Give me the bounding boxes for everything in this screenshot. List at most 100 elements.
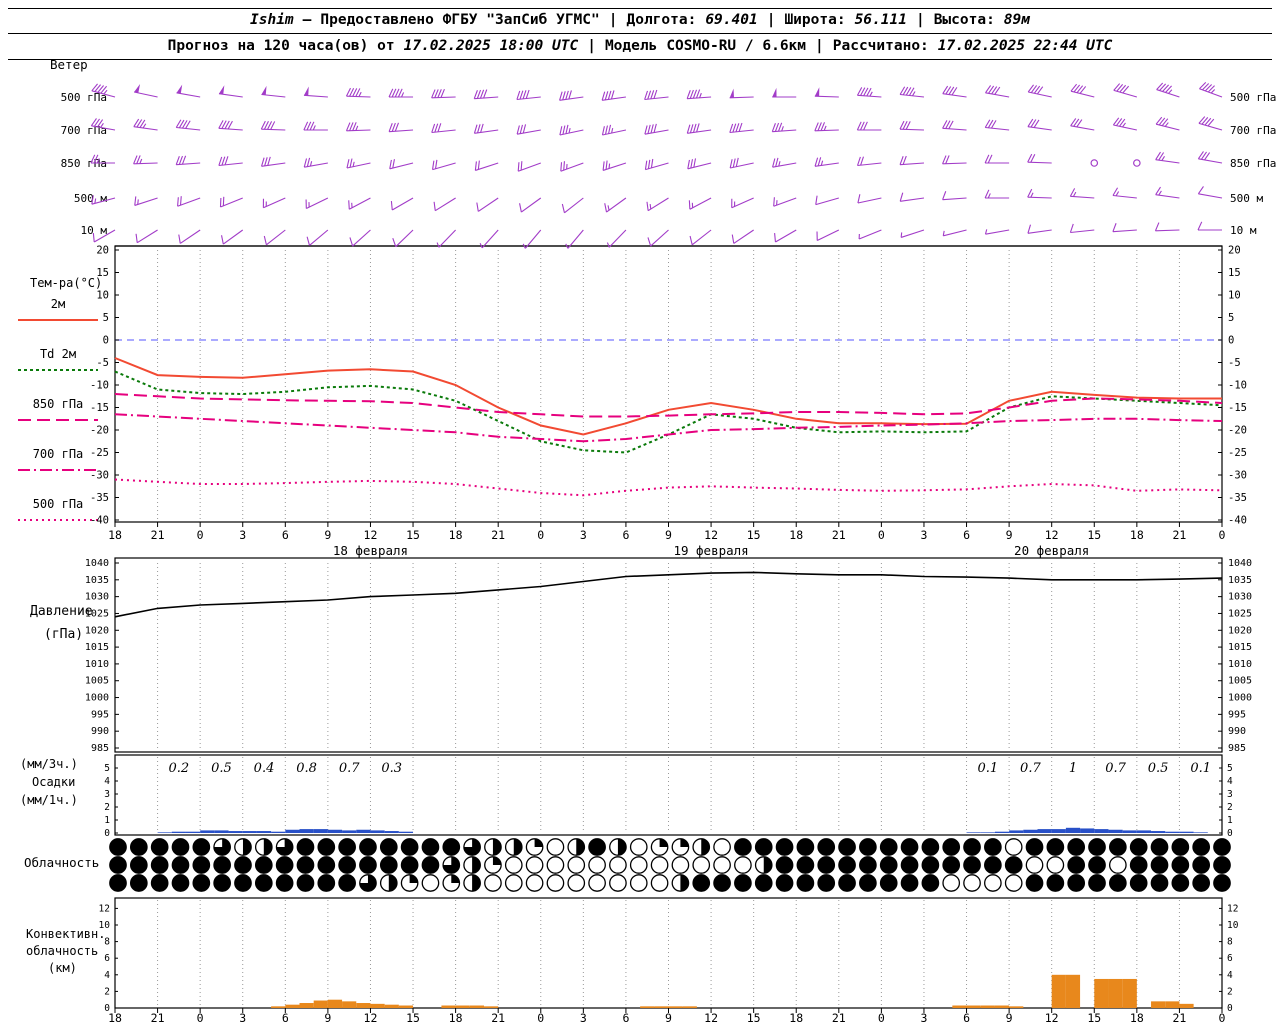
wind-level-label-left: 500 гПа: [61, 91, 107, 104]
divider-middle: [8, 33, 1272, 34]
wind-row-2: [90, 116, 1223, 136]
legend-line-sample: [18, 469, 98, 471]
tick-label: 1020: [1228, 625, 1252, 636]
tick-label: 4: [1227, 970, 1233, 981]
tick-label: -25: [1228, 447, 1247, 459]
tick-label: 8: [104, 937, 110, 948]
temp-series-850 гПа: [114, 393, 1223, 418]
precip-bar: [1122, 830, 1137, 833]
precip-bar: [1136, 830, 1152, 833]
convective-bar: [441, 1005, 456, 1008]
divider-bottom: [8, 59, 1272, 60]
bottom-hour-label: 6: [963, 1011, 970, 1024]
x-axis-hour-label: 21: [832, 528, 846, 542]
bottom-hour-label: 15: [747, 1011, 761, 1024]
tick-label: 0: [1227, 828, 1233, 839]
wind-level-label-left: 700 гПа: [61, 124, 107, 137]
tick-label: -15: [90, 402, 109, 414]
separator: |: [608, 12, 618, 28]
convective-panel-title1: Конвективн.: [26, 927, 106, 941]
convective-bar: [455, 1005, 470, 1008]
wind-row-1: [91, 81, 1223, 101]
tick-label: -10: [90, 380, 109, 392]
x-axis-hour-label: 6: [963, 528, 970, 542]
precip-amount-label: 1: [1069, 761, 1077, 776]
tick-label: 1040: [85, 558, 109, 569]
altitude-label: Высота:: [933, 12, 995, 28]
wind-level-label-right: 500 м: [1230, 192, 1263, 205]
precip-amount-label: 0.3: [381, 761, 402, 776]
x-axis-hour-label: 3: [239, 528, 246, 542]
tick-label: -30: [1228, 470, 1247, 482]
tick-label: 5: [1227, 763, 1233, 774]
tick-label: 995: [91, 709, 109, 720]
pressure-panel: 1040 1040 1035 1035 1030 1030 1025 1025 1020 1020…: [85, 558, 1252, 754]
convective-bar: [484, 1006, 499, 1008]
x-axis-hour-label: 18: [1130, 528, 1144, 542]
longitude-label: Долгота:: [626, 12, 697, 28]
x-axis-hour-label: 9: [324, 528, 331, 542]
convective-panel-title2: облачность: [26, 944, 99, 958]
convective-bar: [285, 1004, 300, 1008]
temp-series-2м: [114, 357, 1222, 436]
tick-label: 1030: [1228, 592, 1252, 603]
precip-bar: [242, 831, 257, 833]
precip-amount-label: 0.7: [339, 761, 360, 776]
convective-bar: [469, 1005, 484, 1008]
tick-label: 12: [1227, 903, 1238, 914]
bottom-hour-label: 6: [282, 1011, 289, 1024]
bottom-hour-label: 18: [108, 1011, 122, 1024]
tick-label: 1035: [85, 575, 109, 586]
tick-label: 1: [104, 815, 110, 826]
legend-label: 700 гПа: [32, 447, 84, 461]
bottom-hour-label: 9: [1006, 1011, 1013, 1024]
convective-bar: [640, 1006, 655, 1008]
convective-bar: [1179, 1003, 1194, 1008]
bottom-hour-label: 3: [920, 1011, 927, 1024]
tick-label: 1035: [1228, 575, 1252, 586]
precip-panel-unit-1h: (мм/1ч.): [20, 793, 78, 807]
convective-bar: [1009, 1006, 1024, 1008]
temp-series-700 гПа: [114, 413, 1223, 443]
precip-amount-label: 0.4: [254, 761, 275, 776]
wind-level-label-right: 500 гПа: [1230, 91, 1276, 104]
legend-line-sample: [18, 519, 98, 521]
date-label: 20 февраля: [1014, 543, 1089, 558]
legend-item: 2м: [16, 297, 100, 324]
x-axis-hour-label: 0: [878, 528, 885, 542]
x-axis-hour-label: 3: [920, 528, 927, 542]
separator: |: [587, 38, 596, 54]
tick-label: 985: [1228, 743, 1246, 754]
tick-label: 2: [104, 802, 110, 813]
wind-level-label-right: 700 гПа: [1230, 124, 1276, 137]
x-axis-hour-label: 12: [704, 528, 718, 542]
convective-bar: [313, 1000, 328, 1008]
bottom-hour-label: 0: [878, 1011, 885, 1024]
precip-bar: [214, 830, 229, 833]
precip-amount-label: 0.1: [977, 761, 998, 776]
tick-label: 990: [1228, 726, 1246, 737]
tick-label: 3: [104, 789, 110, 800]
convective-bar: [980, 1005, 995, 1008]
temperature-panel-title: Тем-ра(°C): [30, 276, 103, 290]
bottom-hour-label: 12: [1045, 1011, 1059, 1024]
separator: |: [815, 38, 824, 54]
convective-bar: [994, 1005, 1010, 1008]
cloud-row-3: [109, 874, 1231, 892]
precip-bar: [1094, 829, 1109, 833]
x-axis-hour-label: 9: [1006, 528, 1013, 542]
forecast-time: 17.02.2025 18:00 UTC: [403, 38, 579, 54]
x-axis-hour-label: 21: [1172, 528, 1186, 542]
temp-series-500 гПа: [114, 478, 1223, 497]
legend-label: 850 гПа: [32, 397, 84, 411]
x-axis-hour-label: 12: [364, 528, 378, 542]
x-axis-hour-label: 6: [282, 528, 289, 542]
precip-bar: [980, 832, 995, 833]
convective-bar: [1122, 978, 1137, 1008]
bottom-hour-label: 9: [665, 1011, 672, 1024]
wind-row-5: [92, 221, 1222, 249]
tick-label: 0: [1228, 335, 1234, 347]
convective-bar: [668, 1006, 683, 1008]
